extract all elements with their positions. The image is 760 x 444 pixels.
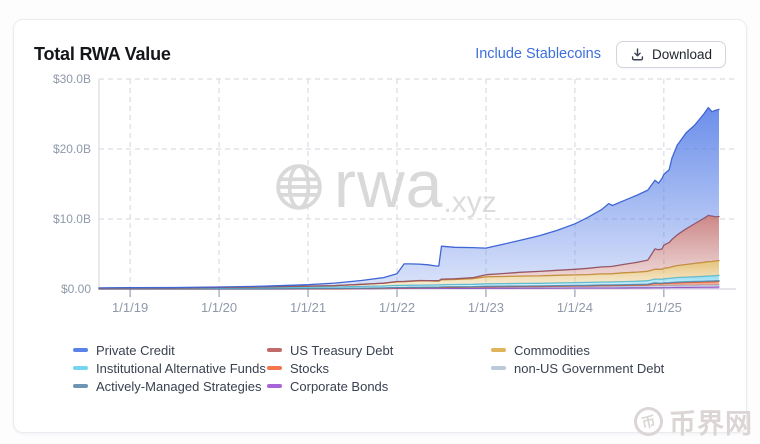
legend-label: Commodities: [514, 342, 590, 358]
svg-text:1/1/21: 1/1/21: [290, 300, 326, 315]
legend-label: Private Credit: [96, 342, 175, 358]
svg-text:1/1/20: 1/1/20: [201, 300, 237, 315]
legend-item: Commodities: [491, 341, 664, 359]
legend-item: Stocks: [267, 359, 491, 377]
svg-text:$0.00: $0.00: [61, 282, 91, 296]
svg-text:$10.0B: $10.0B: [53, 212, 91, 226]
legend-label: Actively-Managed Strategies: [96, 378, 262, 394]
legend-column: US Treasury Debt Stocks Corporate Bonds: [267, 341, 491, 395]
download-icon: [630, 47, 645, 62]
legend-label: Stocks: [290, 360, 330, 376]
legend-swatch-icon: [73, 347, 88, 353]
chart-legend: Private Credit Institutional Alternative …: [73, 341, 664, 395]
legend-swatch-icon: [267, 383, 282, 389]
svg-text:1/1/24: 1/1/24: [557, 300, 593, 315]
download-button[interactable]: Download: [615, 40, 726, 68]
legend-label: Corporate Bonds: [290, 378, 389, 394]
legend-item: Corporate Bonds: [267, 377, 491, 395]
svg-text:$30.0B: $30.0B: [53, 72, 91, 86]
total-rwa-value-card: Total RWA Value Include Stablecoins Down…: [13, 19, 747, 433]
legend-swatch-icon: [73, 365, 88, 371]
svg-text:$20.0B: $20.0B: [53, 142, 91, 156]
legend-label: non-US Government Debt: [514, 360, 665, 376]
legend-item: Institutional Alternative Funds: [73, 359, 267, 377]
legend-label: US Treasury Debt: [290, 342, 394, 358]
svg-text:1/1/23: 1/1/23: [468, 300, 504, 315]
legend-column: Private Credit Institutional Alternative …: [73, 341, 267, 395]
svg-text:1/1/19: 1/1/19: [112, 300, 148, 315]
card-header: Total RWA Value Include Stablecoins Down…: [34, 40, 726, 68]
stacked-area-chart: $0.00 $10.0B $20.0B $30.0B 1/1/19 1/1/20 1/1/2…: [53, 72, 736, 315]
legend-swatch-icon: [73, 383, 88, 389]
download-label: Download: [651, 46, 712, 62]
legend-swatch-icon: [491, 365, 506, 371]
legend-swatch-icon: [267, 347, 282, 353]
legend-item: US Treasury Debt: [267, 341, 491, 359]
legend-swatch-icon: [267, 365, 282, 371]
page-title: Total RWA Value: [34, 43, 171, 64]
svg-text:1/1/22: 1/1/22: [379, 300, 415, 315]
legend-swatch-icon: [491, 347, 506, 353]
include-stablecoins-link[interactable]: Include Stablecoins: [475, 46, 601, 62]
legend-item: Private Credit: [73, 341, 267, 359]
legend-item: Actively-Managed Strategies: [73, 377, 267, 395]
legend-column: Commodities non-US Government Debt: [491, 341, 664, 395]
legend-item: non-US Government Debt: [491, 359, 664, 377]
legend-label: Institutional Alternative Funds: [96, 360, 266, 376]
svg-text:1/1/25: 1/1/25: [646, 300, 682, 315]
